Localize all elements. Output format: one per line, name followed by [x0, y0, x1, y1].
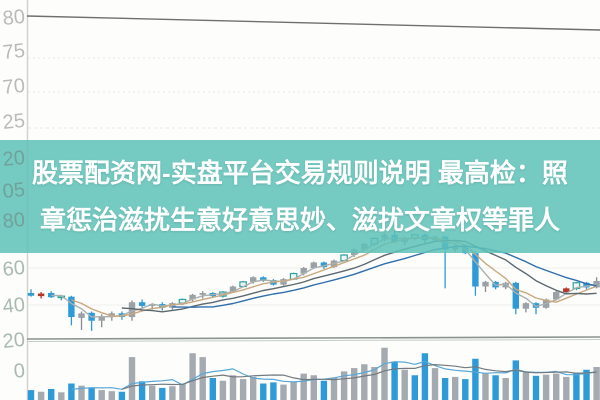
y-axis-tick-lower: 60 — [1, 256, 27, 281]
y-axis-tick-on_banner: 05 — [1, 178, 27, 203]
y-axis-tick-upper: 70 — [1, 74, 27, 99]
y-axis-tick-lower: 0 — [12, 359, 27, 383]
headline-line-1: 股票配资网-实盘平台交易规则说明 最高检：照 — [32, 157, 568, 188]
y-axis-tick-on_banner: 20 — [1, 146, 27, 171]
grid-and-frame — [26, 0, 600, 400]
ma-lines — [51, 236, 597, 318]
volume-layer — [27, 347, 600, 400]
volume-ma-lines — [71, 360, 597, 390]
headline-banner: 股票配资网-实盘平台交易规则说明 最高检：照 章惩治滋扰生意好意思妙、滋扰文章权… — [0, 140, 600, 253]
y-axis-tick-on_banner: 80 — [1, 208, 27, 233]
headline-line-2: 章惩治滋扰生意好意思妙、滋扰文章权等罪人 — [39, 204, 560, 235]
panel-divider — [26, 336, 600, 342]
y-axis-tick-upper: 80 — [1, 5, 27, 30]
y-axis-tick-lower: 40 — [1, 293, 27, 318]
y-axis-tick-lower: 20 — [1, 328, 27, 353]
y-axis-tick-upper: 75 — [1, 39, 27, 64]
y-axis-tick-upper: 25 — [1, 109, 27, 134]
